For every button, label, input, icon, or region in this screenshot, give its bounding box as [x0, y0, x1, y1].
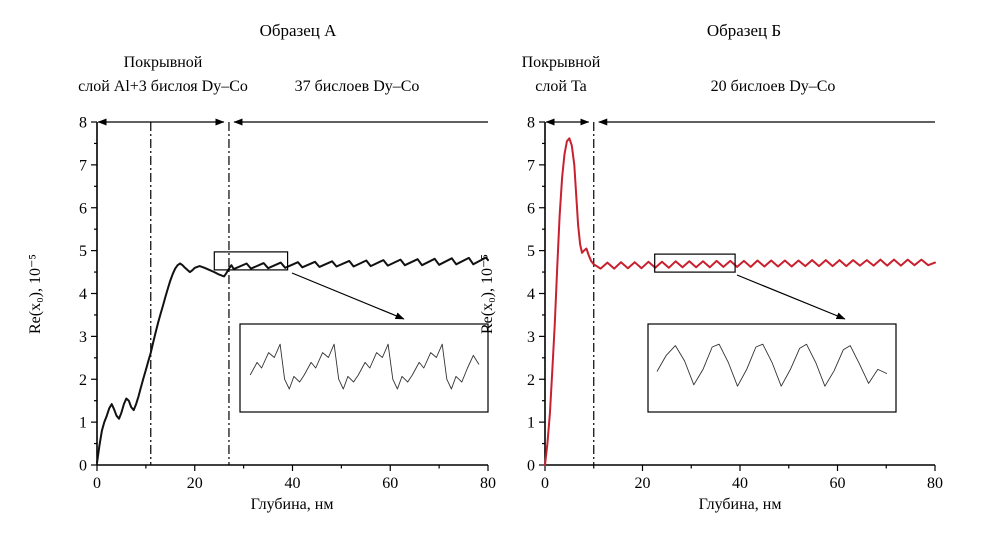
- y-tick-label: 8: [79, 115, 87, 132]
- y-tick-label: 4: [527, 286, 535, 303]
- x-tick-label: 40: [732, 475, 748, 492]
- y-tick-label: 1: [79, 415, 87, 432]
- inset-oscillation-curve: [656, 343, 888, 387]
- panel-sample-b: Образец Б Покрывной слой Ta 20 бислоев D…: [479, 21, 943, 513]
- y-tick-label: 6: [527, 200, 535, 217]
- x-tick-label: 40: [285, 475, 301, 492]
- x-tick-label: 80: [927, 475, 943, 492]
- panel-a-bilayers-label: 37 бислоев Dy–Co: [295, 78, 420, 95]
- inset-oscillation-curve: [249, 343, 480, 390]
- panel-a-yaxis-label: Re(x₀), 10⁻⁵: [27, 254, 44, 334]
- y-tick-label: 3: [79, 329, 87, 346]
- panel-sample-a: Образец А Покрывной слой Al+3 бислоя Dy–…: [27, 21, 496, 513]
- y-tick-label: 6: [79, 200, 87, 217]
- y-tick-label: 7: [527, 157, 535, 174]
- y-tick-label: 0: [79, 458, 87, 475]
- zoom-connector-arrow: [736, 274, 846, 320]
- panel-b-cover-layer-label-line1: Покрывной: [522, 54, 601, 71]
- y-tick-label: 4: [79, 286, 87, 303]
- y-tick-label: 2: [79, 372, 87, 389]
- x-tick-label: 20: [187, 475, 203, 492]
- zoom-region-box: [213, 251, 289, 271]
- zoom-connector-arrow: [291, 272, 405, 320]
- panel-b-title: Образец Б: [707, 21, 781, 40]
- panel-a-cover-layer-label-line2: слой Al+3 бислоя Dy–Co: [78, 78, 248, 95]
- y-tick-label: 3: [527, 329, 535, 346]
- panel-b-bilayers-label: 20 бислоев Dy–Co: [711, 78, 836, 95]
- x-tick-label: 0: [541, 475, 549, 492]
- inset-box: [239, 323, 489, 413]
- y-tick-label: 8: [527, 115, 535, 132]
- x-tick-label: 0: [93, 475, 101, 492]
- y-tick-label: 5: [527, 243, 535, 260]
- panel-b-xaxis-label: Глубина, нм: [699, 496, 782, 513]
- panel-b-yaxis-label: Re(x₀), 10⁻⁵: [479, 254, 496, 334]
- y-tick-label: 5: [79, 243, 87, 260]
- x-tick-label: 60: [382, 475, 398, 492]
- panel-a-xaxis-label: Глубина, нм: [251, 496, 334, 513]
- panel-b-cover-layer-label-line2: слой Ta: [535, 78, 586, 95]
- panel-a-title: Образец А: [260, 21, 338, 40]
- zoom-region-box: [654, 253, 736, 273]
- panel-a-cover-layer-label-line1: Покрывной: [124, 54, 203, 71]
- x-tick-label: 60: [830, 475, 846, 492]
- y-tick-label: 2: [527, 372, 535, 389]
- y-tick-label: 7: [79, 157, 87, 174]
- x-tick-label: 20: [635, 475, 651, 492]
- depth-profile-curve: [544, 137, 936, 466]
- inset-box: [647, 323, 897, 413]
- x-tick-label: 80: [480, 475, 496, 492]
- y-tick-label: 0: [527, 458, 535, 475]
- y-tick-label: 1: [527, 415, 535, 432]
- depth-profile-curve: [96, 256, 489, 464]
